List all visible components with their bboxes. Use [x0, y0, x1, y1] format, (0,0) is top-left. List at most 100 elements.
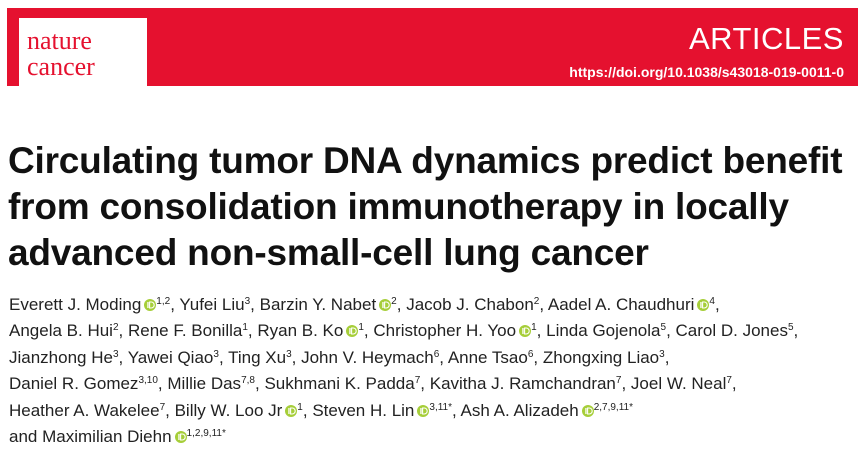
separator: , [363, 321, 369, 341]
author-name[interactable]: Jacob J. Chabon [406, 295, 534, 314]
author: Angela B. Hui2, [9, 321, 123, 340]
journal-name: cancer [27, 52, 95, 81]
orcid-glyph [420, 407, 422, 414]
affiliations: 7,8 [241, 375, 255, 387]
orcid-glyph [288, 407, 290, 414]
affiliations: 6 [527, 348, 534, 360]
orcid-glyph [382, 302, 384, 308]
title-line: from consolidation immunotherapy in loca… [8, 186, 789, 227]
orcid-icon[interactable] [417, 404, 430, 417]
orcid-icon[interactable] [581, 404, 594, 417]
author-name[interactable]: Linda Gojenola [546, 321, 661, 341]
author-name[interactable]: Maximilian Diehn [42, 427, 172, 447]
author: Heather A. Wakelee7, [9, 401, 170, 420]
separator: , [254, 374, 260, 394]
title-line: advanced non-small-cell lung cancer [8, 232, 649, 273]
author: Linda Gojenola5, [546, 321, 671, 340]
separator: , [291, 347, 297, 367]
separator: , [250, 295, 255, 314]
author-name[interactable]: Anne Tsao [447, 347, 528, 367]
author-line: and Maximilian Diehn 1,2,9,11* [9, 424, 859, 450]
separator: , [539, 295, 545, 314]
orcid-icon[interactable] [519, 325, 532, 338]
author: Barzin Y. Nabet 2, [260, 295, 402, 314]
author-name[interactable]: Carol D. Jones [675, 321, 788, 341]
title-line: Circulating tumor DNA dynamics predict b… [8, 140, 843, 181]
orcid-icon[interactable] [379, 299, 392, 311]
separator: , [396, 295, 402, 314]
author: Maximilian Diehn 1,2,9,11* [42, 427, 226, 446]
author-name[interactable]: Zhongxing Liao [542, 347, 660, 367]
author-name[interactable]: Daniel R. Gomez [9, 374, 139, 394]
author-name[interactable]: Ash A. Alizadeh [460, 400, 579, 420]
author-name[interactable]: Sukhmani K. Padda [264, 374, 415, 394]
journal-logo[interactable]: nature cancer [19, 18, 147, 90]
separator: , [536, 321, 542, 341]
author-name[interactable]: Steven H. Lin [312, 400, 415, 420]
orcid-glyph [586, 407, 593, 415]
author-name[interactable]: Angela B. Hui [9, 321, 113, 341]
separator: , [170, 295, 175, 314]
affiliations: 7 [414, 375, 421, 387]
affiliations: 2 [112, 322, 119, 334]
affiliations: 1,2,9,11* [186, 428, 226, 440]
author-name[interactable]: Christopher H. Yoo [373, 321, 517, 341]
author-name[interactable]: Millie Das [167, 374, 242, 394]
author: Rene F. Bonilla1, [128, 321, 253, 340]
separator: , [714, 295, 720, 314]
affiliations: 6 [433, 348, 440, 360]
author-name[interactable]: John V. Heymach [301, 347, 434, 367]
author-name[interactable]: Yufei Liu [179, 295, 245, 314]
author: Everett J. Moding 1,2, [9, 295, 175, 314]
author: Ting Xu3, [228, 348, 296, 367]
orcid-glyph [522, 328, 524, 335]
author: Anne Tsao6, [448, 348, 538, 367]
author-list: Everett J. Moding 1,2, Yufei Liu3, Barzin… [9, 292, 859, 450]
orcid-icon[interactable] [144, 299, 157, 311]
affiliations: 1 [297, 401, 303, 413]
author: Yawei Qiao3, [128, 348, 224, 367]
author-name[interactable]: Yawei Qiao [127, 347, 214, 367]
author: Kavitha J. Ramchandran7, [430, 374, 626, 393]
author-name[interactable]: Rene F. Bonilla [127, 321, 243, 341]
orcid-icon[interactable] [285, 404, 298, 417]
author-name[interactable]: Barzin Y. Nabet [259, 295, 377, 314]
affiliations: 2 [391, 296, 397, 307]
orcid-glyph [422, 407, 429, 415]
orcid-glyph [584, 407, 587, 414]
author-name[interactable]: Billy W. Loo Jr [174, 400, 283, 420]
affiliations: 3 [244, 296, 251, 307]
separator: , [621, 374, 627, 394]
author: John V. Heymach6, [301, 348, 444, 367]
author-name[interactable]: Kavitha J. Ramchandran [429, 374, 616, 394]
author-line: Heather A. Wakelee7, Billy W. Loo Jr 1, S… [9, 398, 859, 424]
orcid-icon[interactable] [346, 325, 359, 338]
author-line: Jianzhong He3, Yawei Qiao3, Ting Xu3, Jo… [9, 345, 859, 371]
separator: , [533, 347, 539, 367]
orcid-icon[interactable] [174, 431, 187, 444]
author-name[interactable]: Aadel A. Chaudhuri [547, 295, 695, 314]
author-name[interactable]: Joel W. Neal [630, 374, 727, 394]
author-name[interactable]: Heather A. Wakelee [9, 400, 160, 420]
affiliations: 1 [242, 322, 248, 334]
separator: , [165, 400, 170, 420]
author: Jianzhong He3, [9, 348, 123, 367]
separator: , [666, 321, 671, 341]
orcid-icon[interactable] [697, 299, 710, 311]
author-name[interactable]: Everett J. Moding [9, 295, 142, 314]
orcid-glyph [351, 327, 358, 335]
author: Daniel R. Gomez3,10, [9, 374, 163, 393]
author-line: Angela B. Hui2, Rene F. Bonilla1, Ryan B… [9, 318, 859, 344]
affiliations: 7 [726, 375, 732, 387]
journal-name: nature [27, 26, 92, 55]
author-name[interactable]: Ryan B. Ko [257, 321, 344, 341]
orcid-glyph [179, 433, 186, 441]
author-name[interactable]: Jianzhong He [9, 347, 113, 367]
author: Sukhmani K. Padda7, [264, 374, 425, 393]
author-name[interactable]: Ting Xu [228, 347, 287, 367]
affiliations: 1 [358, 322, 364, 334]
author: Yufei Liu3, [179, 295, 255, 314]
author: Joel W. Neal7, [631, 374, 737, 393]
doi-link[interactable]: https://doi.org/10.1038/s43018-019-0011-… [569, 64, 844, 80]
